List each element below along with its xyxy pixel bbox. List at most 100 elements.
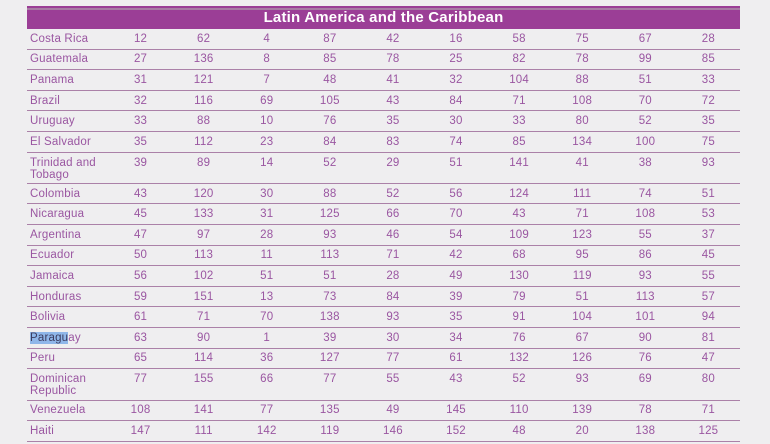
table-row: Honduras 59 151 13 73 84 39 79 51 113 57 bbox=[27, 287, 740, 308]
cell-value: 88 bbox=[197, 115, 211, 128]
cell-value: 84 bbox=[449, 94, 463, 107]
cell-value: 124 bbox=[509, 187, 529, 200]
table-row: Ecuador 50 113 11 113 71 42 68 95 86 45 bbox=[27, 246, 740, 267]
cell-value: 123 bbox=[572, 228, 593, 241]
cell-value: 46 bbox=[386, 228, 400, 241]
cell-value: 66 bbox=[260, 373, 274, 386]
cell-value: 39 bbox=[133, 156, 148, 169]
cell-value: 51 bbox=[449, 156, 463, 169]
cell-value: 85 bbox=[512, 135, 526, 148]
cell-value: 112 bbox=[194, 135, 214, 148]
cell-value: 88 bbox=[575, 73, 589, 86]
cell-value: 126 bbox=[572, 352, 593, 365]
country-name[interactable]: Guatemala bbox=[30, 53, 89, 66]
table-row: Costa Rica 12 62 4 87 42 16 58 75 67 28 bbox=[27, 29, 740, 50]
cell-value: 47 bbox=[133, 228, 148, 241]
cell-value: 27 bbox=[133, 53, 148, 66]
country-name[interactable]: Venezuela bbox=[30, 404, 86, 417]
cell-value: 28 bbox=[701, 32, 715, 45]
country-name[interactable]: Ecuador bbox=[30, 249, 75, 262]
cell-value: 45 bbox=[701, 249, 715, 262]
country-name[interactable]: Peru bbox=[30, 352, 56, 365]
country-name[interactable]: Nicaragua bbox=[30, 208, 85, 221]
cell-value: 11 bbox=[260, 249, 273, 262]
cell-value: 85 bbox=[701, 53, 715, 66]
cell-value: 35 bbox=[701, 115, 715, 128]
cell-value: 4 bbox=[263, 32, 271, 45]
cell-value: 49 bbox=[386, 404, 400, 417]
country-name[interactable]: Costa Rica bbox=[30, 32, 89, 45]
country-name[interactable]: Panama bbox=[30, 73, 75, 86]
table-row: Nicaragua 45 133 31 125 66 70 43 71 108 53 bbox=[27, 204, 740, 226]
cell-value: 121 bbox=[193, 73, 214, 86]
country-name[interactable]: Colombia bbox=[30, 187, 81, 200]
cell-value: 125 bbox=[698, 424, 719, 437]
country-name[interactable]: Trinidad and Tobago bbox=[30, 156, 96, 181]
table-row: Argentina 47 97 28 93 46 54 109 123 55 37 bbox=[27, 225, 740, 246]
country-name[interactable]: Uruguay bbox=[30, 115, 75, 128]
country-name[interactable]: Dominican Republic bbox=[30, 373, 87, 398]
cell-value: 75 bbox=[701, 135, 715, 148]
cell-value: 80 bbox=[575, 115, 589, 128]
cell-value: 36 bbox=[260, 352, 274, 365]
cell-value: 133 bbox=[193, 208, 214, 221]
cell-value: 71 bbox=[197, 311, 211, 324]
country-name[interactable]: Bolivia bbox=[30, 311, 66, 324]
cell-value: 52 bbox=[512, 373, 526, 386]
cell-value: 138 bbox=[319, 311, 340, 324]
cell-value: 77 bbox=[386, 352, 400, 365]
cell-value: 31 bbox=[260, 208, 274, 221]
cell-value: 42 bbox=[386, 32, 400, 45]
cell-value: 76 bbox=[512, 331, 526, 344]
cell-value: 8 bbox=[263, 53, 271, 66]
cell-value: 59 bbox=[133, 290, 148, 303]
cell-value: 1 bbox=[263, 331, 271, 344]
country-name[interactable]: Brazil bbox=[30, 94, 60, 107]
cell-value: 108 bbox=[130, 404, 151, 417]
cell-value: 116 bbox=[194, 94, 214, 107]
cell-value: 70 bbox=[638, 94, 652, 107]
cell-value: 93 bbox=[701, 156, 715, 169]
cell-value: 67 bbox=[638, 32, 652, 45]
table-row: Dominican Republic 77 155 66 77 55 43 52 93 69 80 bbox=[27, 369, 740, 401]
country-name[interactable]: Honduras bbox=[30, 290, 82, 303]
country-name[interactable]: Argentina bbox=[30, 228, 82, 241]
table-row: Brazil 32 116 69 105 43 84 71 108 70 72 bbox=[27, 91, 740, 112]
cell-value: 87 bbox=[323, 32, 337, 45]
table-row: Haiti 147 111 142 119 146 152 48 20 138 125 bbox=[27, 421, 740, 442]
country-name[interactable]: Paraguay bbox=[30, 331, 81, 344]
cell-value: 102 bbox=[193, 270, 214, 283]
cell-value: 51 bbox=[260, 270, 274, 283]
cell-value: 54 bbox=[449, 228, 463, 241]
cell-value: 30 bbox=[260, 187, 274, 200]
country-name[interactable]: Haiti bbox=[30, 424, 55, 437]
cell-value: 127 bbox=[319, 352, 340, 365]
cell-value: 50 bbox=[133, 249, 148, 262]
selected-text[interactable]: Paragu bbox=[30, 331, 69, 344]
cell-value: 72 bbox=[701, 94, 715, 107]
table-row: Bolivia 61 71 70 138 93 35 91 104 101 94 bbox=[27, 307, 740, 329]
cell-value: 139 bbox=[572, 404, 593, 417]
cell-value: 51 bbox=[323, 270, 337, 283]
cell-value: 29 bbox=[386, 156, 400, 169]
cell-value: 100 bbox=[635, 135, 656, 148]
cell-value: 147 bbox=[130, 424, 151, 437]
table-row: Uruguay 33 88 10 76 35 30 33 80 52 35 bbox=[27, 111, 740, 132]
cell-value: 39 bbox=[323, 331, 337, 344]
cell-value: 16 bbox=[449, 32, 463, 45]
cell-value: 90 bbox=[638, 331, 652, 344]
cell-value: 94 bbox=[701, 311, 715, 324]
cell-value: 56 bbox=[449, 187, 463, 200]
cell-value: 41 bbox=[386, 73, 400, 86]
cell-value: 62 bbox=[197, 32, 211, 45]
cell-value: 51 bbox=[575, 290, 589, 303]
country-name[interactable]: Jamaica bbox=[30, 270, 75, 283]
cell-value: 91 bbox=[512, 311, 526, 324]
cell-value: 71 bbox=[386, 249, 400, 262]
cell-value: 30 bbox=[449, 115, 463, 128]
cell-value: 49 bbox=[449, 270, 463, 283]
cell-value: 35 bbox=[133, 135, 148, 148]
country-name[interactable]: El Salvador bbox=[30, 135, 92, 148]
cell-value: 101 bbox=[635, 311, 656, 324]
cell-value: 58 bbox=[512, 32, 526, 45]
